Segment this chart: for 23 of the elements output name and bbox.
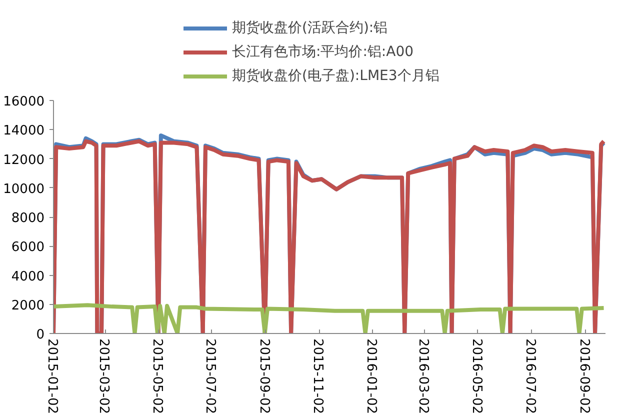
y-tick-label: 10000 (3, 182, 45, 197)
y-tick-label: 0 (36, 328, 45, 342)
y-tick-label: 6000 (11, 240, 45, 256)
y-tick-label: 4000 (11, 269, 45, 284)
legend-label: 长江有色市场:平均价:铝:A00 (232, 43, 414, 61)
x-tick-label: 2016-09-02 (576, 338, 592, 414)
legend-label: 期货收盘价(电子盘):LME3个月铝 (232, 67, 440, 85)
x-tick-label: 2015-09-02 (256, 338, 272, 414)
x-tick-label: 2016-03-02 (416, 338, 431, 414)
x-tick-label: 2015-01-02 (44, 338, 60, 414)
x-tick-label: 2016-01-02 (363, 338, 378, 414)
y-tick-label: 8000 (11, 211, 45, 226)
y-tick-label: 2000 (11, 298, 45, 314)
x-tick-label: 2015-05-02 (149, 338, 164, 414)
x-tick-label: 2015-03-02 (96, 338, 112, 414)
legend-label: 期货收盘价(活跃合约):铝 (232, 19, 388, 37)
x-tick-label: 2015-11-02 (310, 338, 326, 414)
x-tick-label: 2016-05-02 (468, 338, 484, 414)
y-tick-label: 14000 (3, 124, 45, 139)
y-tick-label: 12000 (3, 152, 45, 168)
x-tick-label: 2015-07-02 (202, 338, 218, 414)
y-tick-label: 16000 (3, 94, 45, 110)
x-tick-label: 2016-07-02 (522, 338, 538, 414)
